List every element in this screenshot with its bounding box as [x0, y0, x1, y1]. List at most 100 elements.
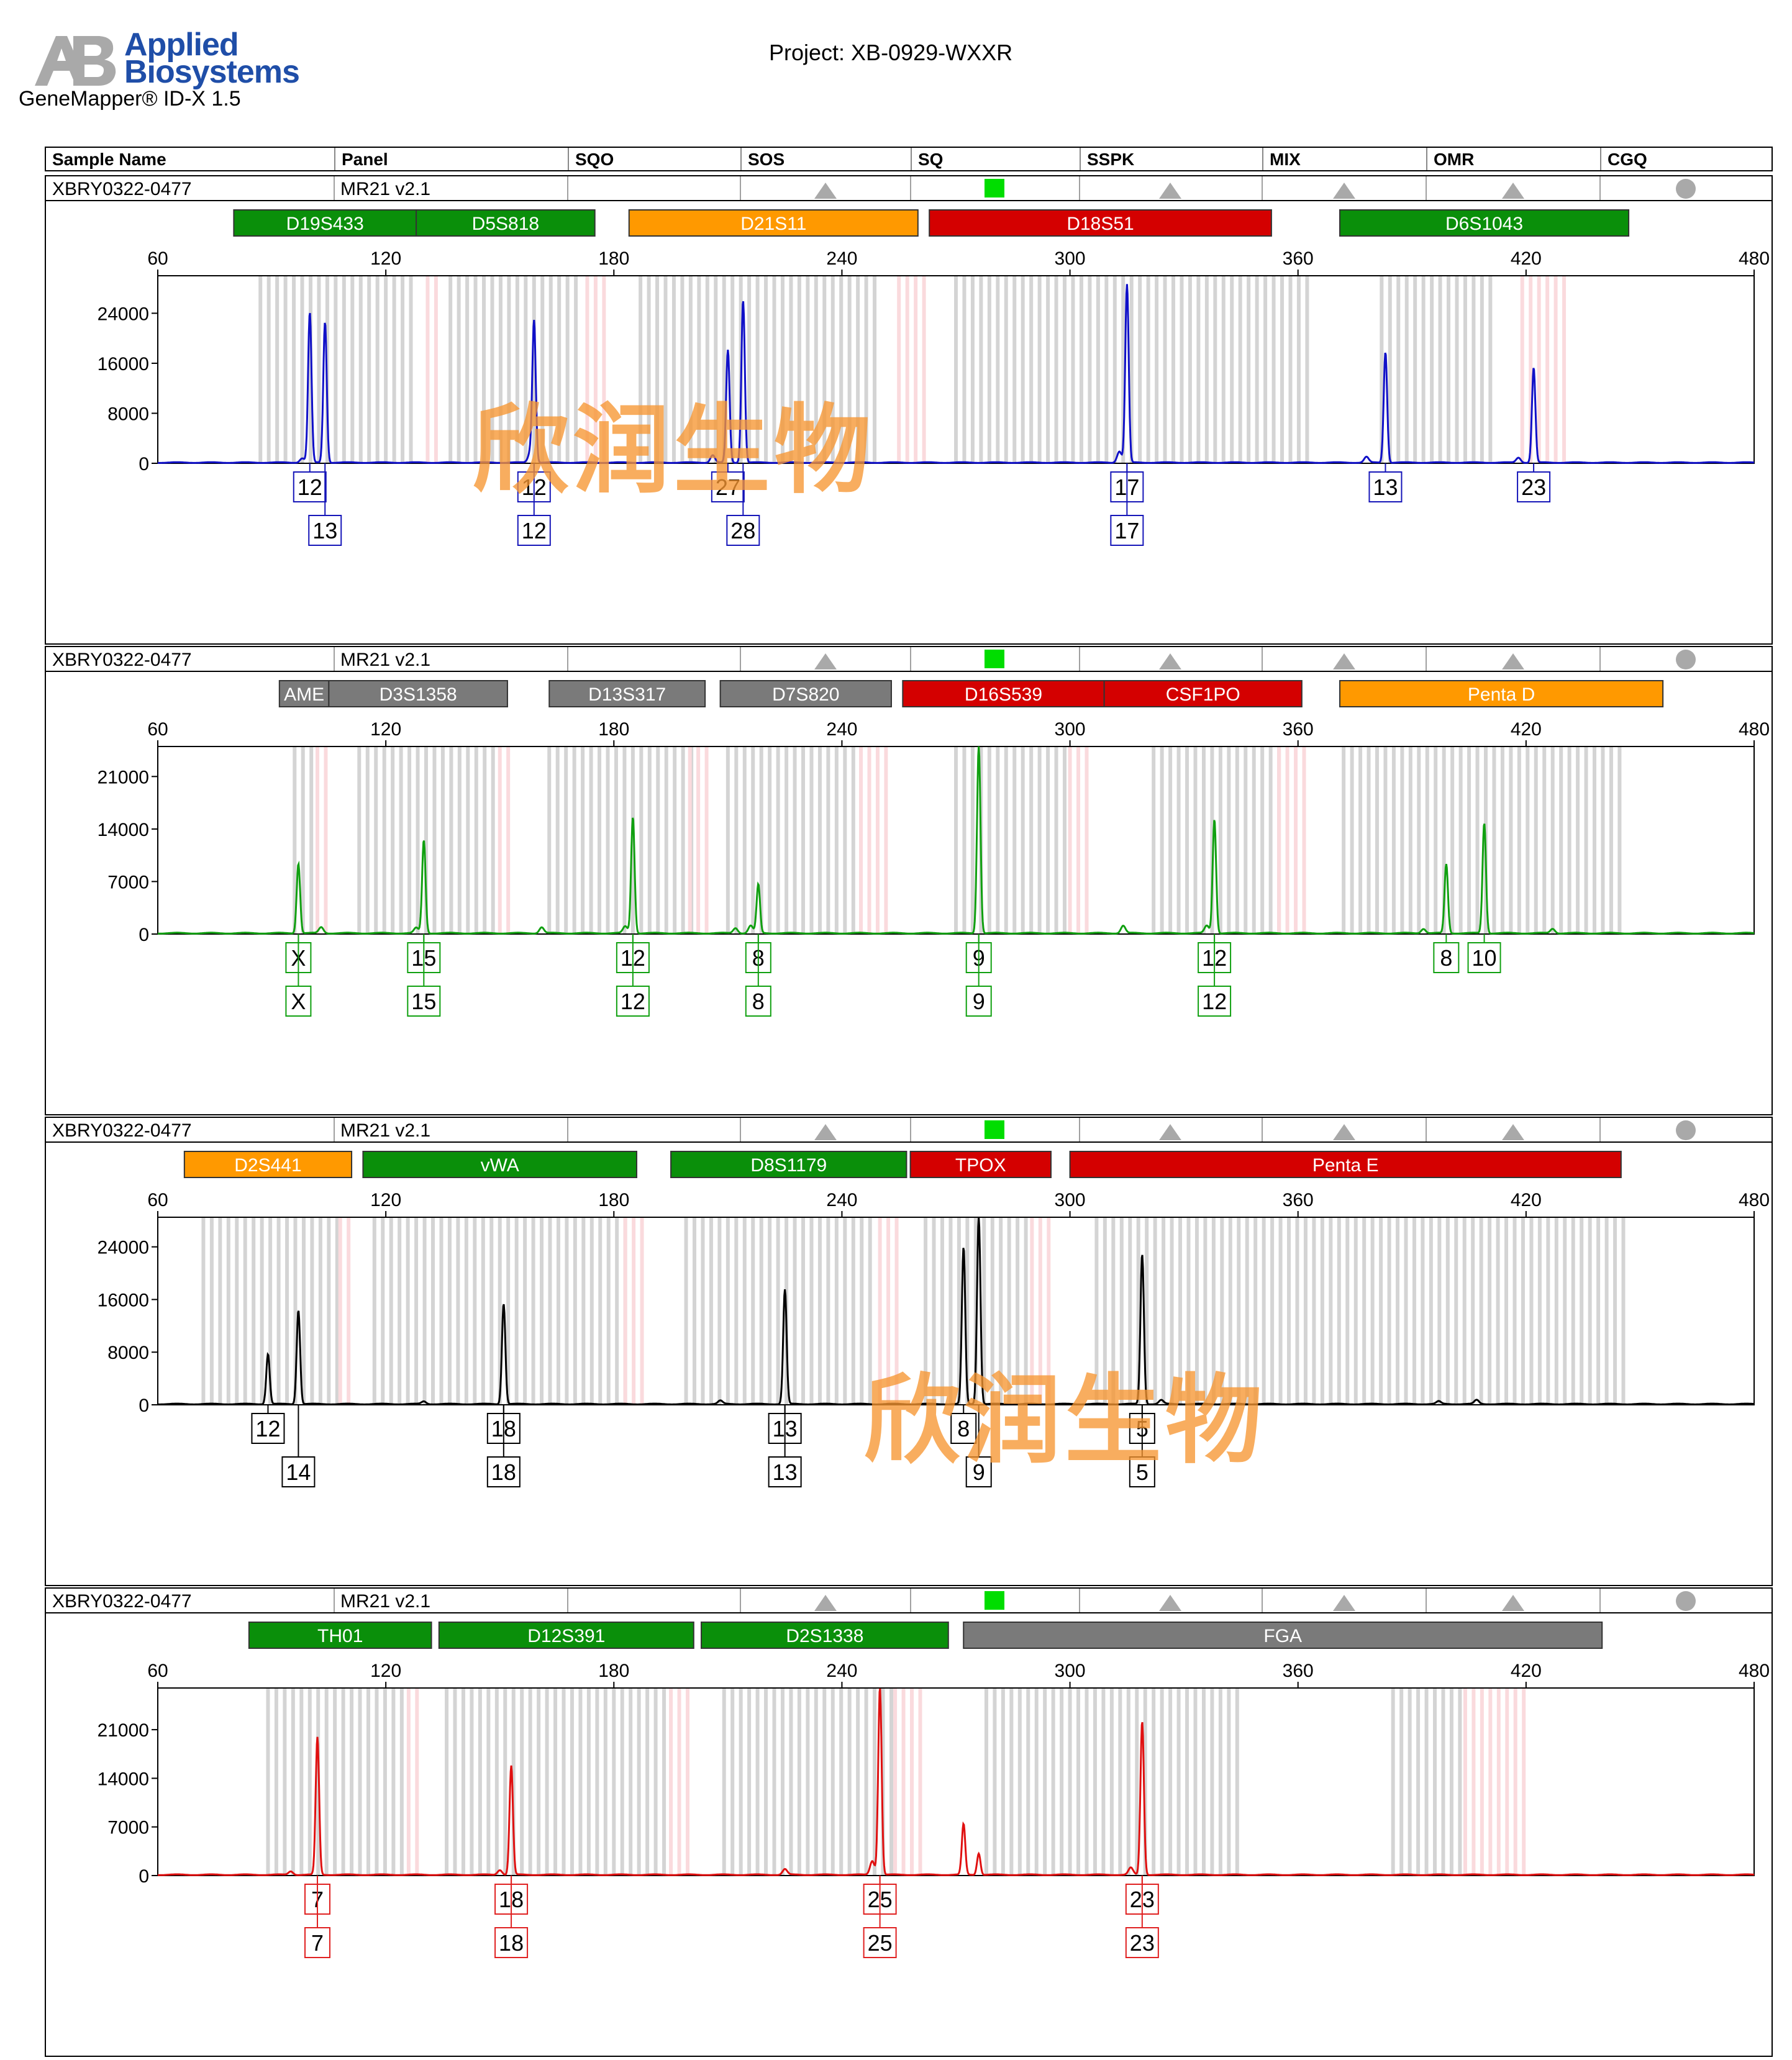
- column-sos[interactable]: SOS: [740, 148, 911, 170]
- allele-box[interactable]: [711, 471, 745, 502]
- peak-point[interactable]: [726, 349, 730, 353]
- column-sample-name[interactable]: Sample Name: [52, 150, 166, 169]
- peak-point[interactable]: [783, 1289, 787, 1292]
- allele-box[interactable]: [1433, 942, 1460, 973]
- peak-point[interactable]: [1117, 450, 1121, 454]
- peak-point[interactable]: [414, 927, 418, 931]
- locus-marker-penta-d[interactable]: Penta D: [1339, 680, 1664, 707]
- peak-point[interactable]: [962, 1246, 965, 1250]
- column-sspk[interactable]: SSPK: [1080, 148, 1262, 170]
- peak-point[interactable]: [316, 1736, 319, 1740]
- sample-info-row[interactable]: XBRY0322-0477 MR21 v2.1: [46, 647, 1772, 672]
- peak-point[interactable]: [1365, 456, 1368, 460]
- allele-box[interactable]: [517, 515, 551, 546]
- peak-point[interactable]: [977, 745, 981, 748]
- peak-point[interactable]: [734, 927, 737, 931]
- locus-marker-d16s539[interactable]: D16S539: [902, 680, 1105, 707]
- peak-point[interactable]: [1532, 366, 1535, 370]
- allele-box[interactable]: [726, 515, 760, 546]
- sample-info-row[interactable]: XBRY0322-0477 MR21 v2.1: [46, 1118, 1772, 1143]
- locus-bar[interactable]: [719, 680, 892, 707]
- peak-point[interactable]: [870, 1860, 874, 1864]
- peak-point[interactable]: [289, 1870, 293, 1874]
- locus-marker-vwa[interactable]: vWA: [362, 1151, 637, 1178]
- allele-box[interactable]: [965, 986, 992, 1017]
- allele-call[interactable]: 23: [1125, 1876, 1159, 1958]
- allele-box[interactable]: [950, 1413, 977, 1444]
- locus-bar[interactable]: [909, 1151, 1052, 1178]
- allele-call[interactable]: 23: [1517, 463, 1551, 502]
- allele-call[interactable]: 14: [281, 1405, 316, 1487]
- allele-call[interactable]: 13: [308, 463, 342, 546]
- peak-point[interactable]: [878, 1686, 882, 1690]
- allele-call[interactable]: 12: [1198, 934, 1232, 1017]
- peak-point[interactable]: [266, 1353, 270, 1356]
- locus-marker-d21s11[interactable]: D21S11: [628, 209, 919, 237]
- locus-bar[interactable]: [628, 209, 919, 237]
- allele-box[interactable]: [293, 471, 327, 502]
- allele-box[interactable]: [285, 986, 312, 1017]
- peak-point[interactable]: [1483, 822, 1486, 825]
- locus-bar[interactable]: [1103, 680, 1303, 707]
- peak-point[interactable]: [783, 1868, 787, 1872]
- peak-point[interactable]: [296, 1309, 300, 1312]
- locus-marker-penta-e[interactable]: Penta E: [1069, 1151, 1622, 1178]
- peak-point[interactable]: [757, 883, 760, 887]
- allele-box[interactable]: [863, 1927, 897, 1958]
- peak-point[interactable]: [631, 816, 635, 820]
- column-mix[interactable]: MIX: [1262, 148, 1426, 170]
- allele-box[interactable]: [1110, 515, 1144, 546]
- locus-marker-fga[interactable]: FGA: [963, 1622, 1603, 1649]
- sample-info-row[interactable]: XBRY0322-0477 MR21 v2.1: [46, 1589, 1772, 1613]
- allele-call[interactable]: 25: [863, 1876, 897, 1958]
- locus-marker-ame[interactable]: AME: [278, 680, 330, 707]
- peak-point[interactable]: [498, 1869, 502, 1872]
- allele-call[interactable]: 18: [494, 1876, 529, 1958]
- allele-box[interactable]: [1198, 986, 1232, 1017]
- locus-bar[interactable]: [1339, 680, 1664, 707]
- peak-point[interactable]: [540, 926, 544, 930]
- locus-marker-d12s391[interactable]: D12S391: [438, 1622, 694, 1649]
- allele-call[interactable]: 28: [726, 463, 760, 546]
- locus-bar[interactable]: [963, 1622, 1603, 1649]
- allele-box[interactable]: [304, 1927, 330, 1958]
- locus-marker-d19s433[interactable]: D19S433: [233, 209, 417, 237]
- locus-marker-d7s820[interactable]: D7S820: [719, 680, 892, 707]
- locus-bar[interactable]: [438, 1622, 694, 1649]
- allele-call[interactable]: 15: [407, 934, 441, 1017]
- column-cgq[interactable]: CGQ: [1600, 148, 1772, 170]
- locus-marker-d13s317[interactable]: D13S317: [548, 680, 706, 707]
- peak-point[interactable]: [502, 1302, 506, 1306]
- allele-box[interactable]: [486, 1456, 521, 1487]
- allele-box[interactable]: [1467, 942, 1501, 973]
- allele-call[interactable]: 18: [486, 1405, 521, 1487]
- peak-point[interactable]: [1140, 1720, 1144, 1724]
- allele-box[interactable]: [768, 1456, 802, 1487]
- locus-marker-csf1po[interactable]: CSF1PO: [1103, 680, 1303, 707]
- allele-call[interactable]: 12: [251, 1405, 285, 1444]
- allele-call[interactable]: 12: [293, 463, 327, 502]
- allele-call[interactable]: 12: [517, 463, 551, 546]
- allele-call[interactable]: 5: [1129, 1405, 1155, 1487]
- peak-point[interactable]: [1551, 928, 1555, 932]
- locus-marker-d6s1043[interactable]: D6S1043: [1339, 209, 1630, 237]
- peak-point[interactable]: [422, 839, 425, 843]
- peak-point[interactable]: [962, 1823, 965, 1826]
- allele-call[interactable]: 7: [304, 1876, 330, 1958]
- peak-point[interactable]: [296, 863, 300, 866]
- peak-point[interactable]: [1125, 283, 1129, 287]
- column-sqo[interactable]: SQO: [568, 148, 740, 170]
- peak-point[interactable]: [1444, 863, 1448, 867]
- peak-point[interactable]: [1383, 351, 1387, 355]
- allele-call[interactable]: 12: [616, 934, 650, 1017]
- peak-point[interactable]: [741, 299, 745, 302]
- locus-bar[interactable]: [416, 209, 596, 237]
- allele-call[interactable]: 13: [1368, 463, 1403, 502]
- locus-bar[interactable]: [670, 1151, 907, 1178]
- allele-box[interactable]: [308, 515, 342, 546]
- allele-box[interactable]: [965, 1456, 992, 1487]
- peak-point[interactable]: [624, 925, 627, 929]
- locus-bar[interactable]: [902, 680, 1105, 707]
- allele-box[interactable]: [251, 1413, 285, 1444]
